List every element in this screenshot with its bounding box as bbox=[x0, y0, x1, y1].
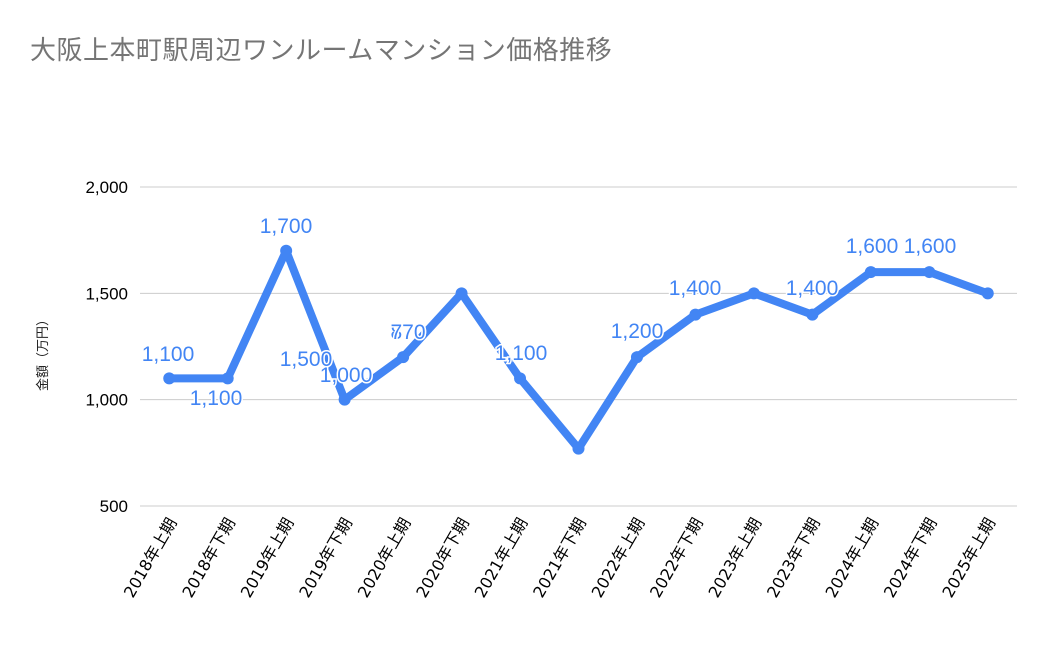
data-label: 1,200 bbox=[611, 320, 664, 343]
y-axis-label: 金額（万円） bbox=[35, 313, 51, 391]
x-tick-label: 2021年下期 bbox=[529, 515, 590, 601]
data-label: 1,600 bbox=[904, 235, 957, 258]
x-tick-label: 2019年下期 bbox=[295, 515, 356, 601]
x-tick-label: 2023年上期 bbox=[705, 515, 766, 601]
x-tick-label: 2023年下期 bbox=[763, 515, 824, 601]
data-label: 1,100 bbox=[495, 342, 548, 365]
data-point[interactable] bbox=[338, 393, 351, 406]
x-tick-label: 2021年上期 bbox=[471, 515, 532, 601]
y-tick-label: 1,500 bbox=[85, 284, 128, 303]
x-tick-label: 2020年下期 bbox=[412, 515, 473, 601]
data-label: 1,400 bbox=[786, 277, 839, 300]
x-tick-label: 2025年上期 bbox=[938, 514, 999, 600]
data-point[interactable] bbox=[689, 308, 702, 321]
x-tick-label: 2018年上期 bbox=[120, 515, 181, 601]
data-point[interactable] bbox=[747, 287, 760, 300]
data-point[interactable] bbox=[221, 372, 234, 385]
x-tick-label: 2024年下期 bbox=[880, 515, 941, 601]
data-points bbox=[163, 244, 994, 455]
y-tick-label: 1,000 bbox=[85, 391, 128, 410]
x-tick-label: 2022年下期 bbox=[646, 515, 707, 601]
x-tick-label: 2020年上期 bbox=[354, 515, 415, 601]
data-point[interactable] bbox=[280, 244, 293, 257]
data-point[interactable] bbox=[397, 351, 410, 364]
data-point[interactable] bbox=[163, 372, 176, 385]
data-point[interactable] bbox=[455, 287, 468, 300]
data-label: 870 bbox=[390, 321, 425, 344]
y-axis-ticks: 500 1,000 1,500 2,000 bbox=[85, 178, 128, 516]
data-label: 1,100 bbox=[190, 387, 243, 410]
x-tick-label: 2024年上期 bbox=[821, 515, 882, 601]
data-label: 1,000 bbox=[320, 364, 373, 387]
data-label: 1,500 bbox=[280, 348, 333, 371]
y-tick-label: 2,000 bbox=[85, 178, 128, 197]
data-point[interactable] bbox=[806, 308, 819, 321]
data-point[interactable] bbox=[630, 351, 643, 364]
data-label: 770 bbox=[390, 321, 425, 344]
data-point[interactable] bbox=[923, 266, 936, 279]
x-tick-label: 2018年下期 bbox=[178, 515, 239, 601]
data-label: 1,600 bbox=[846, 235, 899, 258]
data-label: 1,400 bbox=[669, 277, 722, 300]
chart-title: 大阪上本町駅周辺ワンルームマンション価格推移 bbox=[30, 36, 613, 66]
data-point[interactable] bbox=[981, 287, 994, 300]
data-label: 1,700 bbox=[260, 215, 313, 238]
x-tick-label: 2019年上期 bbox=[237, 515, 298, 601]
x-tick-label: 2022年上期 bbox=[588, 515, 649, 601]
data-point[interactable] bbox=[514, 372, 527, 385]
data-label: 1,100 bbox=[142, 343, 195, 366]
y-tick-label: 500 bbox=[100, 497, 128, 516]
x-axis-labels: 2018年上期2018年下期2019年上期2019年下期2020年上期2020年… bbox=[120, 514, 999, 600]
gridlines bbox=[140, 186, 1017, 507]
data-point[interactable] bbox=[572, 442, 585, 455]
data-point[interactable] bbox=[864, 266, 877, 279]
